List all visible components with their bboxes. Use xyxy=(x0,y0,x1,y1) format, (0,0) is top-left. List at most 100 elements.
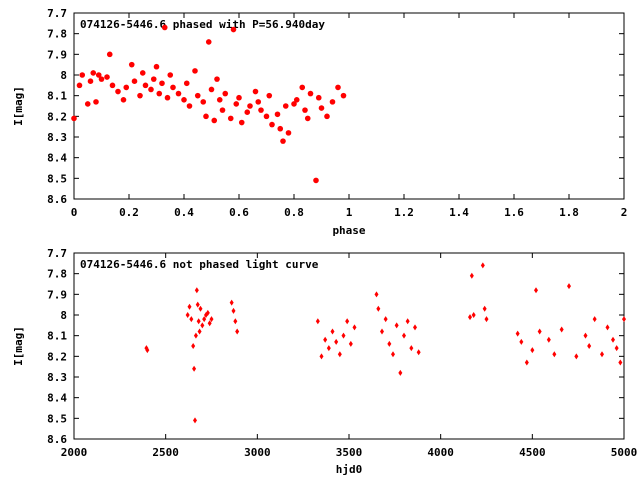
unphased-y-tick-label: 8.4 xyxy=(47,392,67,405)
unphased-data-points xyxy=(144,262,626,424)
phased-data-point xyxy=(164,94,171,101)
phased-data-point xyxy=(208,86,215,93)
unphased-data-point xyxy=(200,322,205,329)
unphased-data-point xyxy=(198,305,203,312)
phased-plot-frame xyxy=(73,12,625,200)
phased-data-point xyxy=(255,99,262,105)
unphased-data-point xyxy=(537,328,542,335)
phased-data-point xyxy=(313,177,319,184)
unphased-data-point xyxy=(348,340,353,347)
unphased-data-point xyxy=(193,417,197,424)
phased-axis-ticks: 0 0.2 0.4 0.6 0.8 1 1.2 1.4 1.6 1.8 2 7.7 7.8 7.9 8 8.1… xyxy=(47,7,627,219)
phased-data-point xyxy=(93,99,99,105)
phased-data-point xyxy=(167,72,174,78)
unphased-data-point xyxy=(187,303,192,310)
phased-data-point xyxy=(238,119,245,126)
unphased-data-point xyxy=(469,272,474,279)
unphased-data-point xyxy=(207,320,212,327)
phased-y-tick-label: 8.2 xyxy=(47,110,67,123)
phased-data-point xyxy=(95,72,102,78)
phased-data-point xyxy=(222,90,229,97)
phased-data-point xyxy=(266,92,273,99)
phased-x-tick-label: 0.8 xyxy=(284,206,304,219)
unphased-y-tick-label: 8.5 xyxy=(47,412,67,425)
phased-data-point xyxy=(203,113,209,120)
phased-data-point xyxy=(192,68,198,74)
unphased-data-point xyxy=(235,328,240,335)
phased-data-point xyxy=(181,97,187,103)
unphased-data-point xyxy=(374,291,379,298)
phased-chart-title: 074126-5446.6 phased with P=56.940day xyxy=(80,18,325,31)
phased-x-tick-label: 1.4 xyxy=(449,206,469,219)
unphased-y-tick-label: 8.6 xyxy=(47,433,67,446)
unphased-data-point xyxy=(398,369,403,376)
phased-data-point xyxy=(71,115,77,122)
unphased-x-tick-label: 4500 xyxy=(519,446,546,459)
unphased-data-point xyxy=(191,343,196,349)
unphased-data-point xyxy=(383,316,388,323)
phased-data-point xyxy=(137,92,143,99)
unphased-data-point xyxy=(352,324,357,331)
unphased-data-point xyxy=(380,328,384,335)
unphased-y-tick-label: 7.9 xyxy=(47,288,67,301)
phased-data-point xyxy=(211,117,218,124)
unphased-data-point xyxy=(202,316,207,323)
unphased-data-point xyxy=(387,340,392,347)
phased-data-point xyxy=(131,78,138,84)
unphased-data-point xyxy=(611,336,615,343)
unphased-data-point xyxy=(515,330,520,337)
unphased-data-point xyxy=(605,324,610,331)
phased-x-tick-label: 0.2 xyxy=(119,206,139,219)
phased-x-tick-label: 1.6 xyxy=(504,206,524,219)
phased-data-point xyxy=(293,97,300,103)
unphased-data-point xyxy=(341,332,346,339)
unphased-data-point xyxy=(482,305,487,312)
phased-data-point xyxy=(285,130,292,136)
phased-y-tick-label: 8.6 xyxy=(47,193,67,206)
phased-data-point xyxy=(274,111,281,118)
unphased-data-point xyxy=(196,318,201,325)
unphased-y-tick-label: 7.7 xyxy=(47,247,67,260)
phased-data-point xyxy=(335,84,341,91)
phased-data-point xyxy=(263,113,270,120)
unphased-data-point xyxy=(345,318,350,325)
phased-y-axis-label: I[mag] xyxy=(12,86,25,126)
unphased-x-tick-label: 4000 xyxy=(427,446,454,459)
phased-data-point xyxy=(200,99,207,105)
phased-data-point xyxy=(340,92,347,99)
unphased-chart-title: 074126-5446.6 not phased light curve xyxy=(80,258,319,271)
phased-data-point xyxy=(280,138,286,144)
unphased-data-point xyxy=(233,318,238,325)
unphased-data-point xyxy=(409,345,414,352)
unphased-data-point xyxy=(145,347,150,354)
phased-data-point xyxy=(299,84,306,91)
phased-y-tick-label: 7.7 xyxy=(47,7,67,20)
phased-data-point xyxy=(214,76,220,82)
unphased-data-point xyxy=(337,351,342,358)
phased-data-point xyxy=(109,82,116,89)
phased-x-tick-label: 2 xyxy=(621,206,628,219)
phased-data-point xyxy=(269,121,275,128)
phased-data-point xyxy=(128,61,135,68)
unphased-data-point xyxy=(546,336,551,343)
unphased-data-point xyxy=(185,312,190,318)
phased-data-point xyxy=(194,92,201,99)
phased-data-point xyxy=(236,94,242,101)
unphased-data-point xyxy=(524,359,529,366)
phased-data-point xyxy=(233,101,240,107)
unphased-data-point xyxy=(194,287,199,294)
unphased-x-tick-label: 2500 xyxy=(152,446,179,459)
phased-data-point xyxy=(282,103,289,109)
phased-data-point xyxy=(148,86,154,93)
phased-data-point xyxy=(219,107,226,113)
unphased-data-point xyxy=(552,351,557,358)
unphased-data-point xyxy=(326,345,331,352)
phased-x-tick-label: 0.4 xyxy=(174,206,194,219)
phased-y-tick-label: 8.5 xyxy=(47,172,67,185)
phased-data-point xyxy=(175,90,182,97)
unphased-data-point xyxy=(323,336,328,343)
unphased-x-tick-label: 3000 xyxy=(244,446,271,459)
phased-data-point xyxy=(324,113,330,120)
phased-data-point xyxy=(90,70,97,76)
phased-x-tick-label: 1.2 xyxy=(394,206,414,219)
